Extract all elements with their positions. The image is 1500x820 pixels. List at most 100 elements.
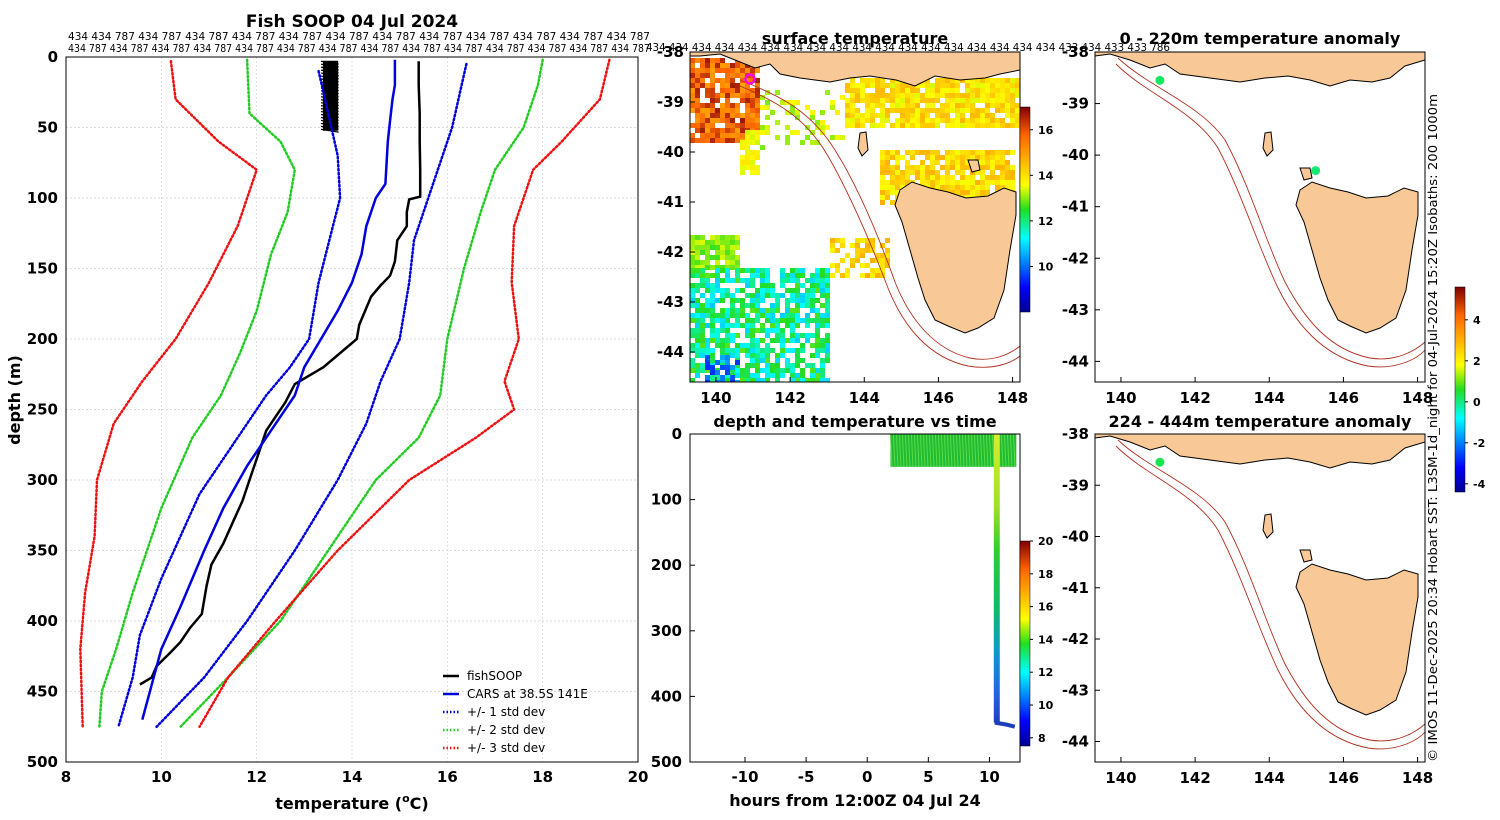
sst-pixel (725, 73, 730, 78)
sst-pixel (755, 118, 760, 123)
sst-pixel (700, 363, 705, 368)
sst-pixel (715, 138, 720, 143)
sst-pixel (955, 113, 960, 118)
sst-pixel (755, 113, 760, 118)
sst-pixel (755, 268, 760, 273)
map-xtick-label: 140 (700, 389, 731, 407)
sst-pixel (705, 348, 710, 353)
sst-pixel (955, 170, 960, 175)
sst-pixel (720, 268, 725, 273)
sst-pixel (735, 368, 740, 373)
sst-pixel (740, 83, 745, 88)
sst-pixel (785, 323, 790, 328)
sst-pixel (750, 273, 755, 278)
depth-time-xtick-label: -5 (798, 768, 815, 786)
sst-pixel (705, 313, 710, 318)
sst-pixel (890, 98, 895, 103)
colorbar-tick-label: 12 (1038, 666, 1053, 679)
sst-pixel (805, 378, 810, 382)
sst-pixel (915, 113, 920, 118)
sst-pixel (710, 328, 715, 333)
isobath-1000m (739, 85, 1020, 368)
colorbar-tick-label: 12 (1038, 215, 1053, 228)
profile-ytick-label: 100 (27, 189, 58, 207)
sst-pixel (870, 103, 875, 108)
sst-pixel (705, 303, 710, 308)
sst-pixel (965, 88, 970, 93)
sst-pixel (805, 288, 810, 293)
sst-pixel (980, 180, 985, 185)
sst-pixel (740, 298, 745, 303)
sst-pixel (765, 268, 770, 273)
sst-pixel (720, 78, 725, 83)
sst-pixel (740, 73, 745, 78)
king-island (1262, 513, 1274, 539)
sst-pixel (805, 293, 810, 298)
sst-pixel (1010, 88, 1015, 93)
sst-pixel (745, 160, 750, 165)
sst-pixel (715, 58, 720, 63)
sst-pixel (775, 328, 780, 333)
sst-pixel (880, 170, 885, 175)
sst-pixel (870, 108, 875, 113)
sst-pixel (750, 88, 755, 93)
sst-pixel (1010, 150, 1015, 155)
map-ytick-label: -41 (1062, 579, 1089, 597)
sst-pixel (1010, 78, 1015, 83)
sst-pixel (980, 88, 985, 93)
sst-pixel (800, 273, 805, 278)
sst-pixel (915, 175, 920, 180)
profile-surface-trace (320, 75, 339, 80)
footer-credit: © IMOS 11-Dec-2025 20:34 Hobart SST: L3S… (1426, 94, 1440, 762)
sst-pixel (775, 353, 780, 358)
sst-pixel (740, 308, 745, 313)
sst-pixel (880, 258, 885, 263)
sst-pixel (755, 140, 760, 145)
sst-pixel (940, 175, 945, 180)
sst-pixel (740, 93, 745, 98)
sst-pixel (725, 370, 730, 375)
sst-pixel (1015, 118, 1020, 123)
sst-pixel (865, 118, 870, 123)
sst-pixel (690, 133, 695, 138)
sst-pixel (940, 165, 945, 170)
sst-pixel (760, 278, 765, 283)
sst-pixel (905, 175, 910, 180)
sst-pixel (995, 108, 1000, 113)
sst-pixel (885, 238, 890, 243)
sst-pixel (985, 88, 990, 93)
sst-pixel (700, 78, 705, 83)
sst-pixel (720, 348, 725, 353)
profile-series-line (141, 59, 397, 721)
profile-xtick-label: 18 (532, 768, 553, 786)
sst-pixel (760, 145, 765, 150)
sst-pixel (970, 123, 975, 128)
sst-pixel (770, 293, 775, 298)
sst-pixel (920, 118, 925, 123)
sst-pixel (730, 303, 735, 308)
sst-pixel (770, 323, 775, 328)
sst-pixel (885, 170, 890, 175)
sst-pixel (900, 113, 905, 118)
sst-pixel (785, 358, 790, 363)
sst-pixel (700, 128, 705, 133)
sst-pixel (890, 150, 895, 155)
sst-pixel (885, 160, 890, 165)
sst-pixel (725, 250, 730, 255)
sst-pixel (745, 118, 750, 123)
profile-xtick-label: 8 (61, 768, 71, 786)
sst-pixel (990, 83, 995, 88)
sst-pixel (710, 118, 715, 123)
sst-pixel (715, 250, 720, 255)
sst-pixel (790, 363, 795, 368)
sst-pixel (925, 78, 930, 83)
sst-pixel (840, 258, 845, 263)
sst-pixel (800, 348, 805, 353)
sst-pixel (985, 185, 990, 190)
profile-surface-trace (320, 66, 339, 71)
sst-pixel (735, 245, 740, 250)
sst-pixel (770, 363, 775, 368)
surface-block-trace (922, 434, 926, 467)
sst-pixel (905, 108, 910, 113)
depth-time-frame (689, 433, 1021, 763)
